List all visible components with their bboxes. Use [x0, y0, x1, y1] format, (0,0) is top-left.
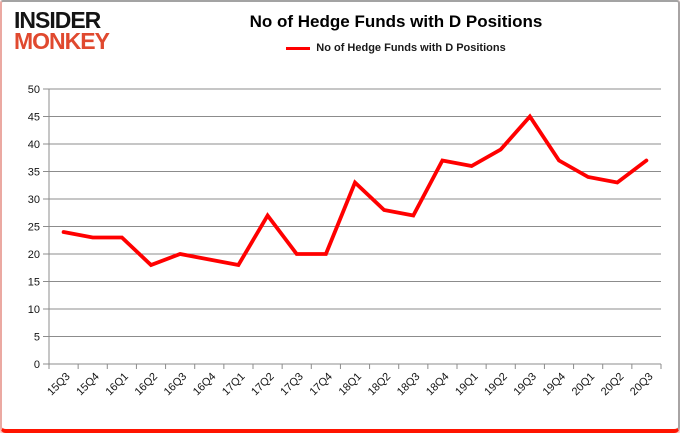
svg-text:25: 25	[28, 222, 40, 234]
svg-text:15Q4: 15Q4	[74, 371, 102, 399]
svg-text:20: 20	[28, 249, 40, 261]
svg-text:5: 5	[34, 332, 40, 344]
svg-text:45: 45	[28, 112, 40, 124]
svg-text:19Q3: 19Q3	[511, 371, 539, 399]
logo-text-monkey: MONKEY	[14, 28, 110, 55]
svg-text:15Q3: 15Q3	[45, 371, 73, 399]
svg-text:10: 10	[28, 304, 40, 316]
svg-text:20Q2: 20Q2	[599, 371, 627, 399]
svg-text:0: 0	[34, 359, 40, 371]
svg-text:16Q1: 16Q1	[103, 371, 131, 399]
legend: No of Hedge Funds with D Positions	[286, 42, 506, 54]
svg-text:17Q4: 17Q4	[307, 371, 335, 399]
svg-text:15: 15	[28, 277, 40, 289]
svg-text:18Q3: 18Q3	[395, 371, 423, 399]
svg-text:30: 30	[28, 194, 40, 206]
chart-title: No of Hedge Funds with D Positions	[249, 12, 543, 31]
svg-text:19Q1: 19Q1	[453, 371, 481, 399]
svg-text:16Q2: 16Q2	[133, 371, 161, 399]
legend-line-swatch	[286, 46, 311, 50]
svg-text:18Q1: 18Q1	[337, 371, 365, 399]
svg-text:50: 50	[28, 84, 40, 96]
logo-text-insider: INSIDER	[14, 7, 101, 33]
svg-text:35: 35	[28, 167, 40, 179]
svg-text:17Q3: 17Q3	[278, 371, 306, 399]
svg-text:17Q1: 17Q1	[220, 371, 248, 399]
svg-text:20Q1: 20Q1	[570, 371, 598, 399]
svg-text:19Q2: 19Q2	[482, 371, 510, 399]
legend-label: No of Hedge Funds with D Positions	[316, 42, 506, 54]
svg-text:19Q4: 19Q4	[541, 371, 569, 399]
svg-text:16Q4: 16Q4	[191, 371, 219, 399]
svg-text:17Q2: 17Q2	[249, 371, 277, 399]
svg-text:16Q3: 16Q3	[162, 371, 190, 399]
insider-monkey-logo: INSIDER MONKEY	[14, 7, 110, 55]
svg-text:40: 40	[28, 139, 40, 151]
svg-text:18Q2: 18Q2	[366, 371, 394, 399]
chart-header: No of Hedge Funds with D Positions No of…	[128, 12, 664, 55]
svg-text:20Q3: 20Q3	[628, 371, 656, 399]
svg-text:18Q4: 18Q4	[424, 371, 452, 399]
